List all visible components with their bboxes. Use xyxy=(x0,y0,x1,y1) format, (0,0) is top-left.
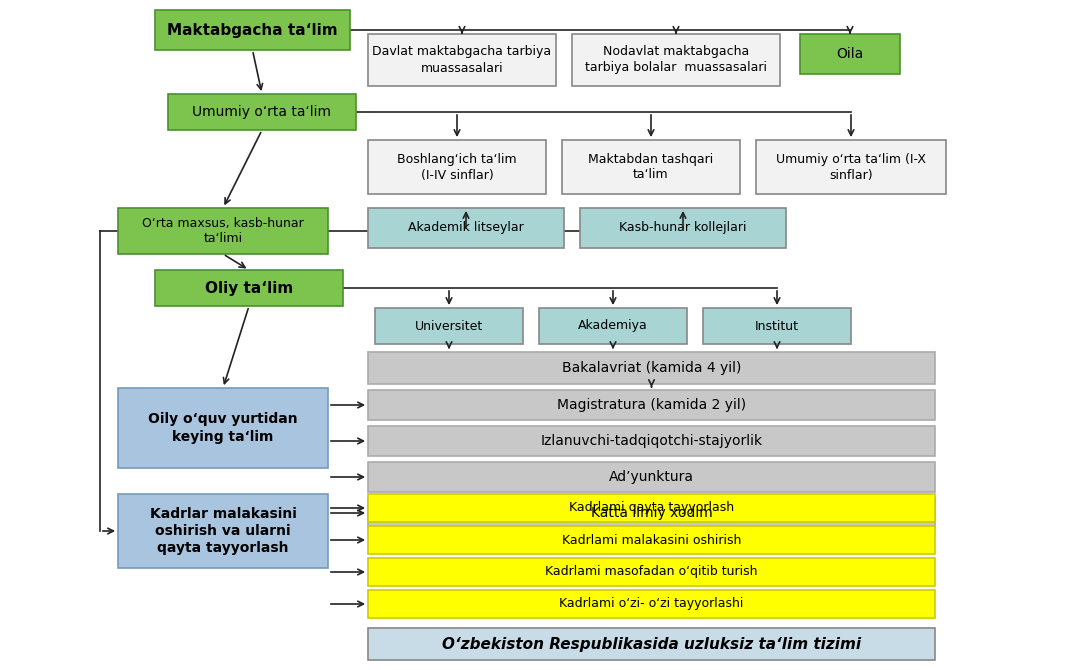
Bar xyxy=(155,10,350,50)
Text: Umumiy o‘rta ta‘lim (I-X
sinflar): Umumiy o‘rta ta‘lim (I-X sinflar) xyxy=(776,153,926,182)
Bar xyxy=(118,208,328,254)
Bar xyxy=(580,208,786,248)
Text: Oila: Oila xyxy=(837,47,863,61)
Text: Kadrlami masofadan o‘qitib turish: Kadrlami masofadan o‘qitib turish xyxy=(545,565,758,578)
Bar xyxy=(368,34,556,86)
Text: Umumiy o‘rta ta‘lim: Umumiy o‘rta ta‘lim xyxy=(192,105,332,119)
Text: O‘zbekiston Respublikasida uzluksiz ta‘lim tizimi: O‘zbekiston Respublikasida uzluksiz ta‘l… xyxy=(442,636,861,651)
Text: Kadrlami malakasini oshirish: Kadrlami malakasini oshirish xyxy=(562,533,742,547)
Text: Institut: Institut xyxy=(755,320,799,332)
Bar xyxy=(375,308,523,344)
Text: Universitet: Universitet xyxy=(415,320,483,332)
Text: Nodavlat maktabgacha
tarbiya bolalar  muassasalari: Nodavlat maktabgacha tarbiya bolalar mua… xyxy=(585,46,767,74)
Bar xyxy=(368,558,935,586)
Text: Akademik litseylar: Akademik litseylar xyxy=(408,222,524,234)
Text: Kadrlami qayta tayyorlash: Kadrlami qayta tayyorlash xyxy=(569,502,734,515)
Text: Maktabgacha ta‘lim: Maktabgacha ta‘lim xyxy=(168,23,338,38)
Text: Magistratura (kamida 2 yil): Magistratura (kamida 2 yil) xyxy=(557,398,746,412)
Bar xyxy=(539,308,687,344)
Bar xyxy=(368,494,935,522)
Bar xyxy=(368,628,935,660)
Text: Oily o‘quv yurtidan
keying ta‘lim: Oily o‘quv yurtidan keying ta‘lim xyxy=(148,412,298,444)
Bar xyxy=(368,390,935,420)
Text: Ad’yunktura: Ad’yunktura xyxy=(609,470,694,484)
Bar xyxy=(368,526,935,554)
Text: Akademiya: Akademiya xyxy=(578,320,648,332)
Text: O‘rta maxsus, kasb-hunar
ta‘limi: O‘rta maxsus, kasb-hunar ta‘limi xyxy=(142,216,304,245)
Text: Davlat maktabgacha tarbiya
muassasalari: Davlat maktabgacha tarbiya muassasalari xyxy=(372,46,552,74)
Bar xyxy=(155,270,343,306)
Bar xyxy=(562,140,740,194)
Bar xyxy=(572,34,780,86)
Bar xyxy=(368,462,935,492)
Bar xyxy=(703,308,851,344)
Bar xyxy=(368,140,546,194)
Bar xyxy=(118,494,328,568)
Text: Bakalavriat (kamida 4 yil): Bakalavriat (kamida 4 yil) xyxy=(562,361,742,375)
Text: Katta ilmiy xodim: Katta ilmiy xodim xyxy=(591,506,713,520)
Text: Maktabdan tashqari
ta‘lim: Maktabdan tashqari ta‘lim xyxy=(588,153,714,182)
Bar xyxy=(368,352,935,384)
Text: Kasb-hunar kollejlari: Kasb-hunar kollejlari xyxy=(619,222,747,234)
Bar xyxy=(368,498,935,528)
Text: Kadrlar malakasini
oshirish va ularni
qayta tayyorlash: Kadrlar malakasini oshirish va ularni qa… xyxy=(149,507,297,555)
Bar xyxy=(368,426,935,456)
Bar xyxy=(368,590,935,618)
Bar xyxy=(800,34,899,74)
Bar xyxy=(168,94,356,130)
Text: Oliy ta‘lim: Oliy ta‘lim xyxy=(205,281,293,295)
Text: Boshlang‘ich ta‘lim
(I-IV sinflar): Boshlang‘ich ta‘lim (I-IV sinflar) xyxy=(397,153,516,182)
Text: Kadrlami o‘zi- o‘zi tayyorlashi: Kadrlami o‘zi- o‘zi tayyorlashi xyxy=(559,598,744,610)
Bar xyxy=(757,140,946,194)
Bar xyxy=(118,388,328,468)
Text: Izlanuvchi-tadqiqotchi-stajyorlik: Izlanuvchi-tadqiqotchi-stajyorlik xyxy=(541,434,763,448)
Bar xyxy=(368,208,564,248)
